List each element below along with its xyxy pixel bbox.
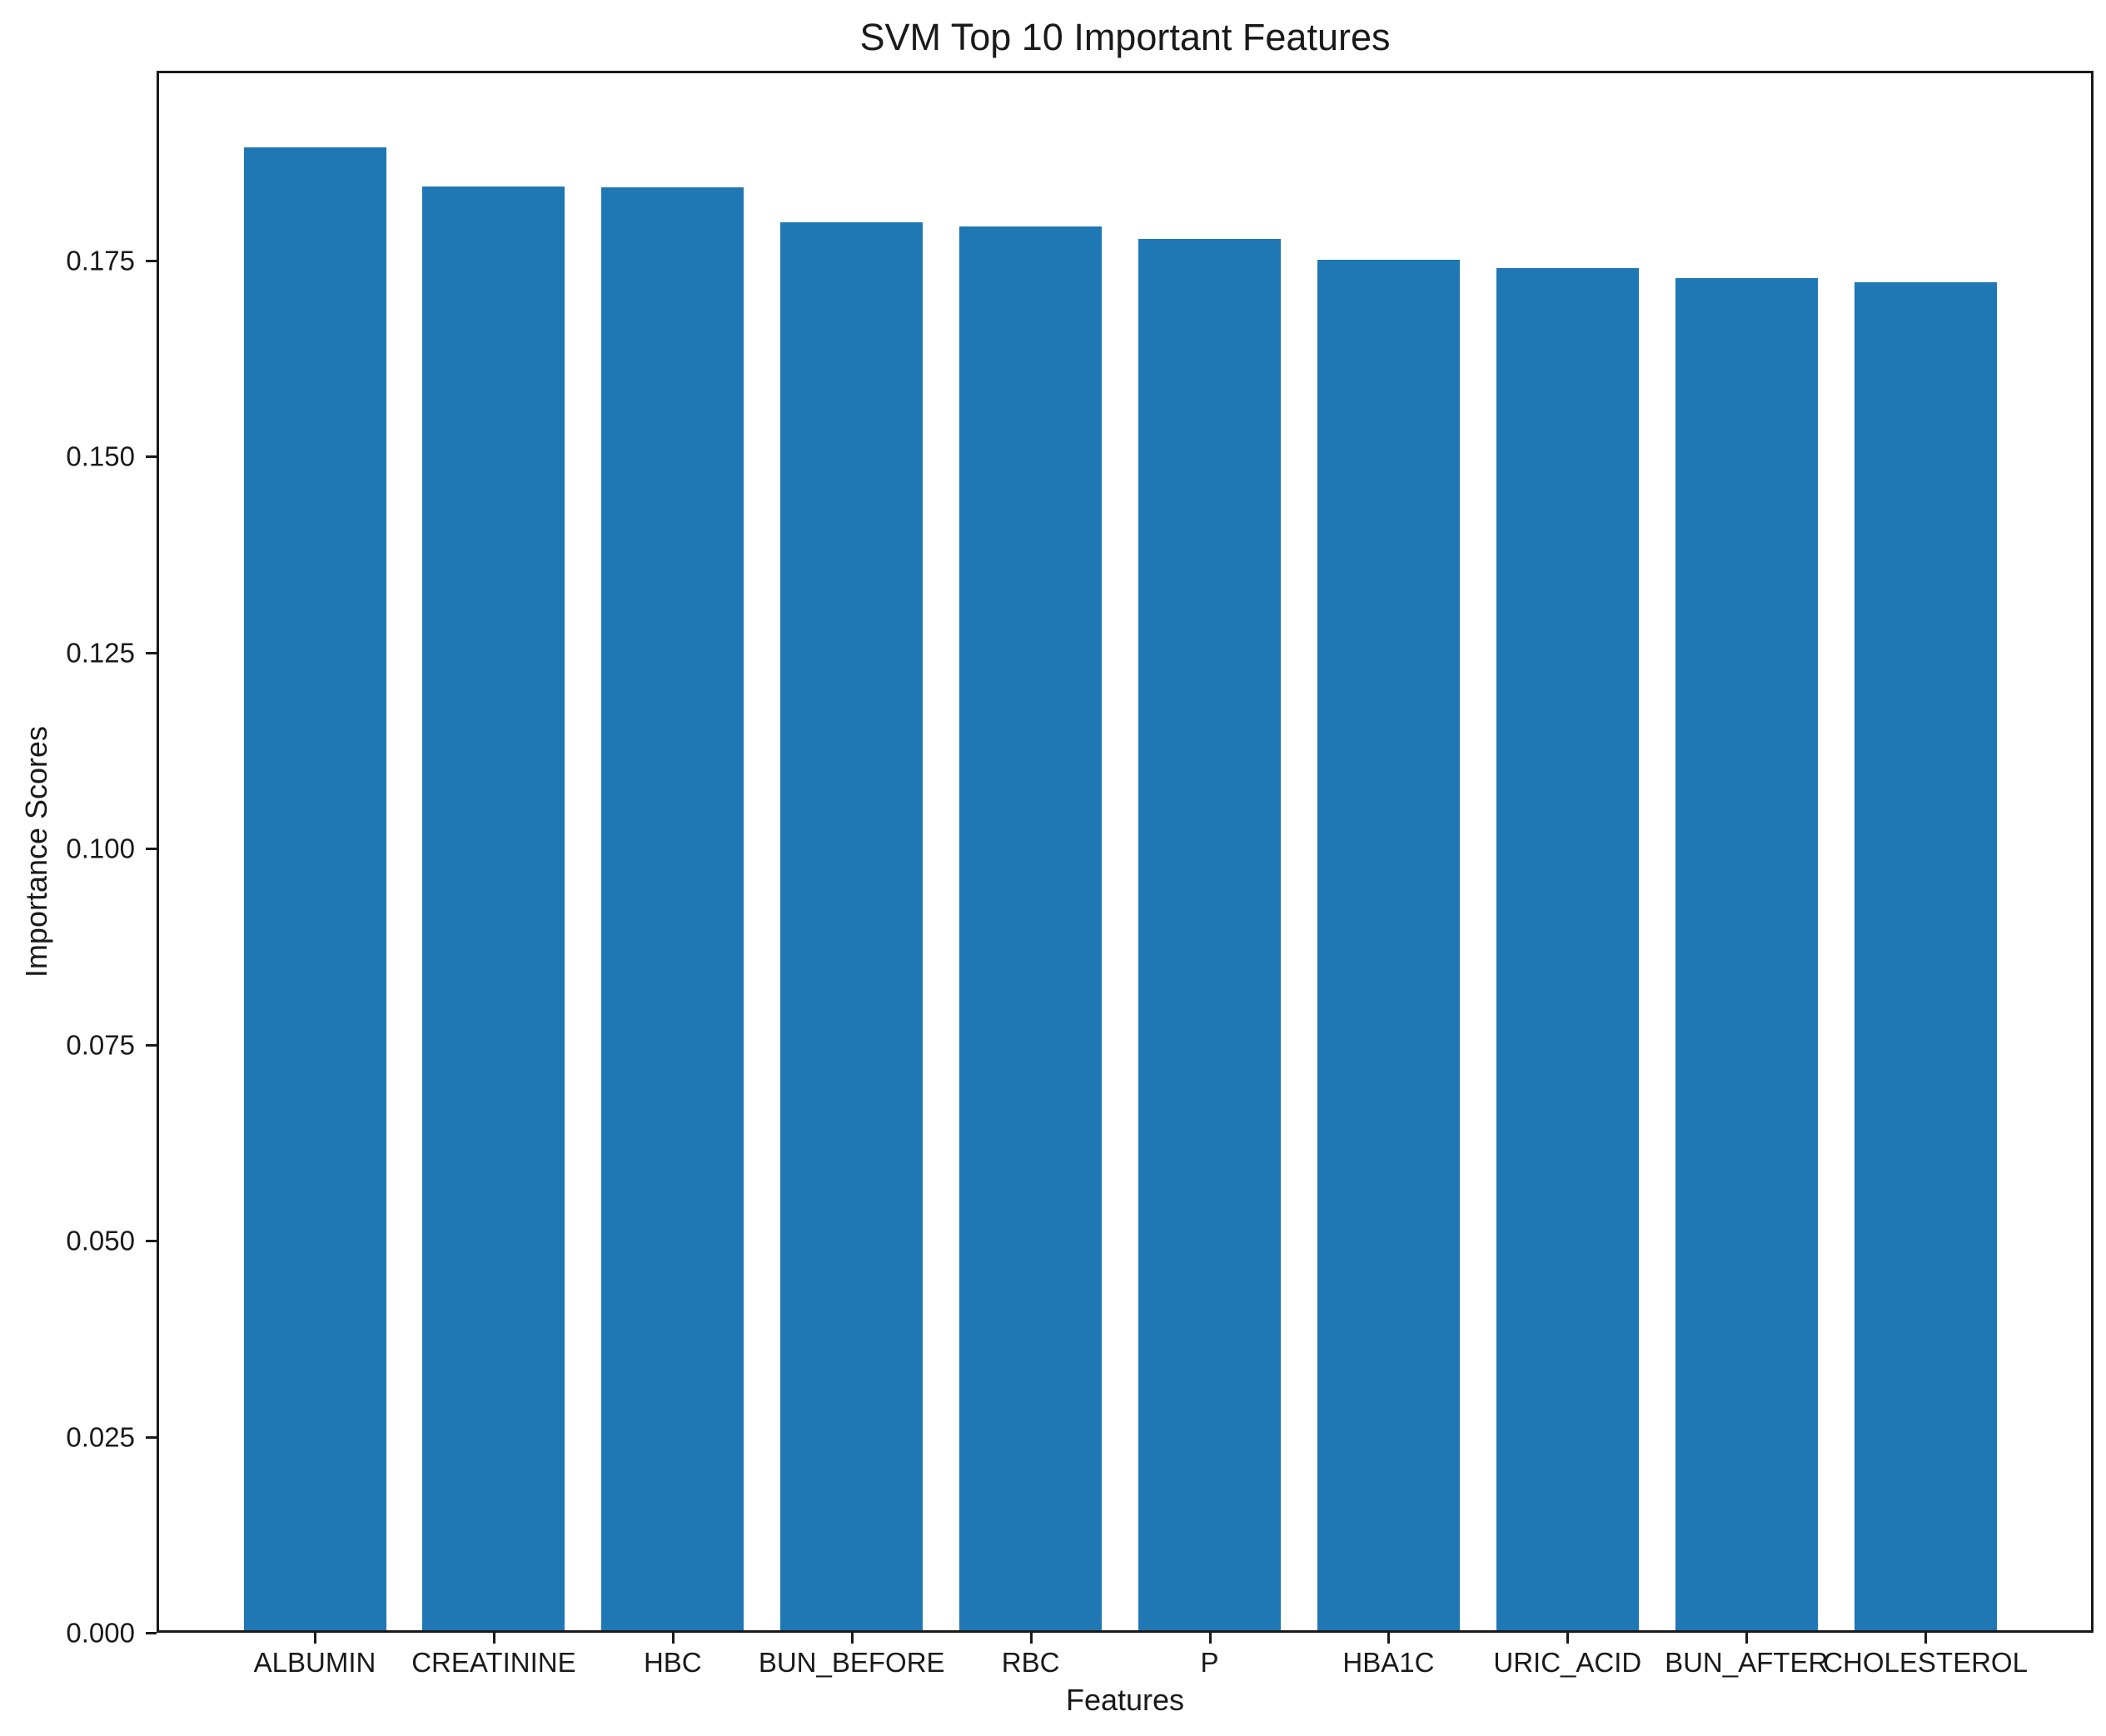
- x-tick-label-bun_after: BUN_AFTER: [1665, 1647, 1829, 1678]
- x-tick-label-p: P: [1200, 1647, 1219, 1678]
- y-tick-label: 0.125: [66, 637, 135, 669]
- bar-albumin: [244, 147, 386, 1630]
- x-tick-mark: [1924, 1633, 1927, 1644]
- y-tick-mark: [146, 455, 157, 458]
- bar-hba1c: [1317, 260, 1460, 1630]
- y-axis-label: Importance Scores: [19, 725, 53, 978]
- bar-p: [1138, 239, 1281, 1630]
- bar-hbc: [601, 187, 744, 1630]
- bar-bun_after: [1675, 278, 1818, 1630]
- x-tick-label-rbc: RBC: [1001, 1647, 1060, 1678]
- x-tick-label-albumin: ALBUMIN: [253, 1647, 376, 1678]
- bar-bun_before: [780, 222, 923, 1630]
- x-tick-label-uric_acid: URIC_ACID: [1493, 1647, 1642, 1678]
- x-tick-label-bun_before: BUN_BEFORE: [758, 1647, 945, 1678]
- y-tick-label: 0.150: [66, 440, 135, 472]
- y-tick-label: 0.050: [66, 1225, 135, 1256]
- y-tick-mark: [146, 1240, 157, 1242]
- y-tick-mark: [146, 652, 157, 654]
- y-tick-mark: [146, 1632, 157, 1634]
- x-axis-label: Features: [1065, 1683, 1185, 1717]
- y-tick-label: 0.000: [66, 1617, 135, 1649]
- x-tick-mark: [1745, 1633, 1748, 1644]
- y-tick-mark: [146, 848, 157, 850]
- y-tick-label: 0.100: [66, 833, 135, 864]
- x-tick-mark: [493, 1633, 495, 1644]
- plot-area: 0.000 0.025 0.050 0.075 0.100 0.125 0.150 0.175…: [66, 71, 2094, 1676]
- x-tick-mark: [1030, 1633, 1033, 1644]
- x-tick-label-hba1c: HBA1C: [1342, 1647, 1435, 1678]
- y-tick-label: 0.175: [66, 245, 135, 276]
- bar-cholesterol: [1855, 282, 1997, 1630]
- x-tick-label-hbc: HBC: [643, 1647, 702, 1678]
- x-tick-mark: [1566, 1633, 1569, 1644]
- x-tick-label-cholesterol: CHOLESTEROL: [1823, 1647, 2028, 1678]
- x-tick-mark: [1387, 1633, 1390, 1644]
- chart-title: SVM Top 10 Important Features: [859, 16, 1391, 58]
- y-tick-label: 0.025: [66, 1421, 135, 1453]
- y-tick-mark: [146, 260, 157, 262]
- y-tick-mark: [146, 1436, 157, 1439]
- y-tick-label: 0.075: [66, 1029, 135, 1061]
- bar-uric_acid: [1496, 268, 1639, 1630]
- y-tick-mark: [146, 1044, 157, 1047]
- bar-creatinine: [422, 187, 565, 1630]
- x-tick-mark: [1209, 1633, 1212, 1644]
- x-tick-mark: [672, 1633, 675, 1644]
- x-tick-label-creatinine: CREATININE: [411, 1647, 576, 1678]
- x-tick-mark: [314, 1633, 316, 1644]
- x-tick-mark: [851, 1633, 854, 1644]
- bar-rbc: [959, 226, 1102, 1630]
